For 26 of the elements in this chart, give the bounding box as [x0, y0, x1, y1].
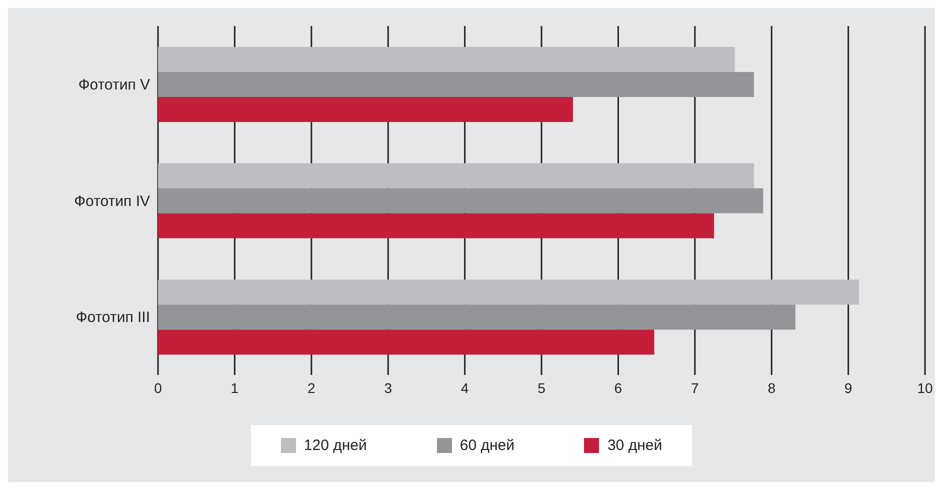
x-tick-label: 1: [230, 380, 239, 396]
x-tick-label: 4: [460, 380, 469, 396]
y-tick-label: Фототип IV: [74, 192, 150, 210]
bar: [158, 46, 735, 72]
x-tick-label: 6: [614, 380, 622, 396]
y-tick-label: Фототип V: [78, 76, 150, 94]
bar: [158, 330, 654, 355]
x-tick-label: 10: [917, 380, 933, 396]
bar: [158, 163, 754, 188]
legend-label: 60 дней: [458, 437, 514, 454]
x-tick-label: 2: [308, 380, 316, 396]
x-tick-label: 0: [154, 380, 162, 396]
legend-label: 120 дней: [302, 437, 367, 454]
bar: [158, 304, 796, 330]
x-tick-label: 3: [384, 380, 392, 396]
bar: [158, 188, 764, 214]
x-tick-label: 9: [844, 380, 852, 396]
bar: [158, 280, 860, 305]
x-tick-label: 8: [768, 380, 776, 396]
x-tick-label: 5: [538, 380, 546, 396]
x-tick-label: 7: [691, 380, 699, 396]
bar: [158, 213, 714, 238]
bar: [158, 72, 754, 97]
bar: [158, 96, 573, 122]
y-tick-label: Фототип III: [76, 309, 150, 326]
legend-label: 30 дней: [606, 437, 662, 454]
